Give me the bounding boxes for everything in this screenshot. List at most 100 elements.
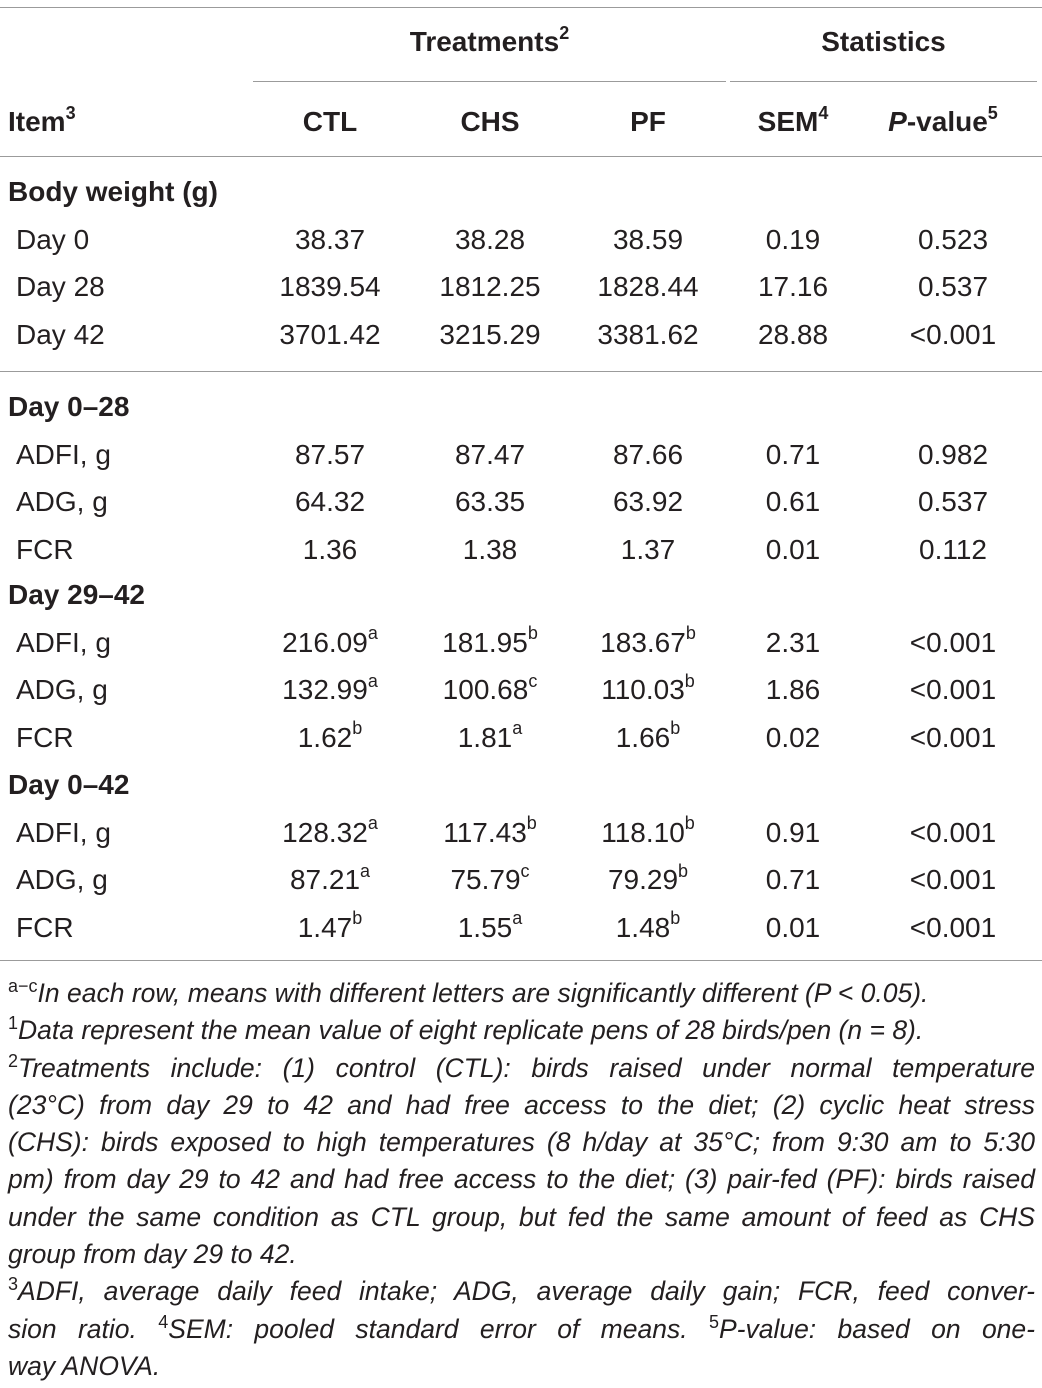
cell-chs: 38.28 <box>410 223 570 257</box>
cell-value: 0.71 <box>765 438 821 470</box>
section-rule <box>0 371 1042 372</box>
cell-value: 0.01 <box>765 911 821 943</box>
footnote-1: 1Data represent the mean value of eight … <box>8 1013 924 1046</box>
cell-ctl: 1.36 <box>250 533 410 567</box>
cell-ctl: 128.32a <box>250 814 410 850</box>
statistics-header: Statistics <box>821 26 946 57</box>
cell-value: 110.03 <box>601 674 685 705</box>
cell-p: 0.537 <box>873 270 1033 304</box>
statistics-underline <box>730 81 1037 82</box>
section-title: Body weight (g) <box>8 176 218 207</box>
cell-pf: 3381.62 <box>568 318 728 352</box>
cell-value: 132.99 <box>282 674 368 705</box>
cell-sem: 2.31 <box>713 626 873 660</box>
cell-value: 3701.42 <box>279 318 381 350</box>
cell-value: 1828.44 <box>597 271 699 302</box>
row-item-label: ADG, g <box>16 674 108 705</box>
cell-chs: 1812.25 <box>410 270 570 304</box>
cell-sem: 0.01 <box>713 533 873 567</box>
cell-p: <0.001 <box>873 318 1033 352</box>
row-item-label: Day 28 <box>16 271 105 302</box>
significance-letter: c <box>528 670 538 691</box>
p-value-header: P-value5 <box>888 102 998 137</box>
bottom-rule <box>0 960 1042 961</box>
significance-letter: a <box>360 860 371 881</box>
footnote-2-line-1: 2Treatments include: (1) control (CTL): … <box>8 1050 1035 1083</box>
cell-p: 0.112 <box>873 533 1033 567</box>
item-header: Item3 <box>8 102 76 137</box>
footnote-2-line-5: under the same condition as CTL group, b… <box>8 1201 1035 1232</box>
cell-value: 118.10 <box>601 816 685 848</box>
significance-letter: a <box>512 908 523 929</box>
cell-p: <0.001 <box>873 673 1033 707</box>
cell-value: 183.67 <box>600 626 686 658</box>
cell-sem: 0.61 <box>713 485 873 519</box>
cell-value: 0.61 <box>765 486 821 517</box>
cell-sem: 0.19 <box>713 223 873 257</box>
cell-ctl: 87.57 <box>250 438 410 472</box>
cell-pf: 1828.44 <box>568 270 728 304</box>
significance-letter: b <box>670 908 681 929</box>
cell-sem: 17.16 <box>713 270 873 304</box>
cell-value: 87.66 <box>612 438 684 470</box>
significance-letter: b <box>678 860 689 881</box>
row-item-label: ADFI, g <box>16 816 111 848</box>
cell-pf: 183.67b <box>568 623 728 660</box>
cell-sem: 0.71 <box>713 863 873 897</box>
footnote-letters: a−cIn each row, means with different let… <box>8 976 929 1008</box>
cell-value: 28.88 <box>757 318 829 350</box>
significance-letter: a <box>512 718 523 739</box>
significance-letter: b <box>684 813 695 834</box>
cell-pf: 38.59 <box>568 223 728 257</box>
row-item-label: Day 42 <box>16 318 105 350</box>
cell-ctl: 1839.54 <box>250 270 410 304</box>
cell-chs: 117.43b <box>410 814 570 850</box>
cell-ctl: 216.09a <box>250 624 410 660</box>
cell-value: 87.57 <box>294 438 366 470</box>
cell-pf: 87.66 <box>568 438 728 472</box>
cell-value: 117.43 <box>443 816 527 848</box>
cell-value: 1.55 <box>457 911 513 943</box>
cell-value: <0.001 <box>909 626 997 658</box>
treatments-underline <box>253 81 726 82</box>
row-item-label: ADFI, g <box>16 626 111 658</box>
section-title: Day 0–42 <box>8 769 130 800</box>
section-title: Day 29–42 <box>8 579 146 610</box>
cell-pf: 110.03b <box>568 672 728 707</box>
significance-letter: b <box>685 623 696 644</box>
cell-value: 0.91 <box>765 816 821 848</box>
cell-value: 0.523 <box>917 223 989 255</box>
cell-ctl: 1.47b <box>250 908 410 945</box>
cell-value: 75.79 <box>450 864 521 895</box>
row-item-label: ADFI, g <box>16 438 111 470</box>
cell-value: 0.02 <box>765 721 821 753</box>
cell-value: <0.001 <box>909 816 997 848</box>
cell-ctl: 64.32 <box>250 485 410 519</box>
footnote-3-line-1: 3ADFI, average daily feed intake; ADG, a… <box>8 1274 1035 1307</box>
cell-ctl: 38.37 <box>250 223 410 257</box>
footnote-2-line-2: (23°C) from day 29 to 42 and had free ac… <box>8 1089 1035 1120</box>
cell-value: 1.47 <box>297 911 353 943</box>
row-item-label: FCR <box>16 721 74 753</box>
cell-value: 181.95 <box>442 626 528 658</box>
cell-value: 128.32 <box>282 816 368 848</box>
cell-value: 0.19 <box>765 223 821 255</box>
cell-value: <0.001 <box>909 674 997 705</box>
cell-ctl: 132.99a <box>250 672 410 707</box>
cell-value: 216.09 <box>282 626 368 658</box>
significance-letter: b <box>352 908 363 929</box>
row-item-label: ADG, g <box>16 864 108 895</box>
cell-value: 63.92 <box>612 486 684 517</box>
cell-value: 1.81 <box>457 721 513 753</box>
cell-p: <0.001 <box>873 911 1033 945</box>
cell-value: 3381.62 <box>597 318 699 350</box>
cell-value: 100.68 <box>442 674 529 705</box>
cell-value: <0.001 <box>909 721 997 753</box>
cell-pf: 63.92 <box>568 485 728 519</box>
sem-header: SEM4 <box>757 102 829 137</box>
footnote-2-line-3: (CHS): birds exposed to high temperature… <box>8 1127 1035 1158</box>
significance-letter: b <box>670 718 681 739</box>
significance-letter: b <box>527 623 538 644</box>
cell-p: 0.982 <box>873 438 1033 472</box>
cell-value: 0.01 <box>765 533 821 565</box>
